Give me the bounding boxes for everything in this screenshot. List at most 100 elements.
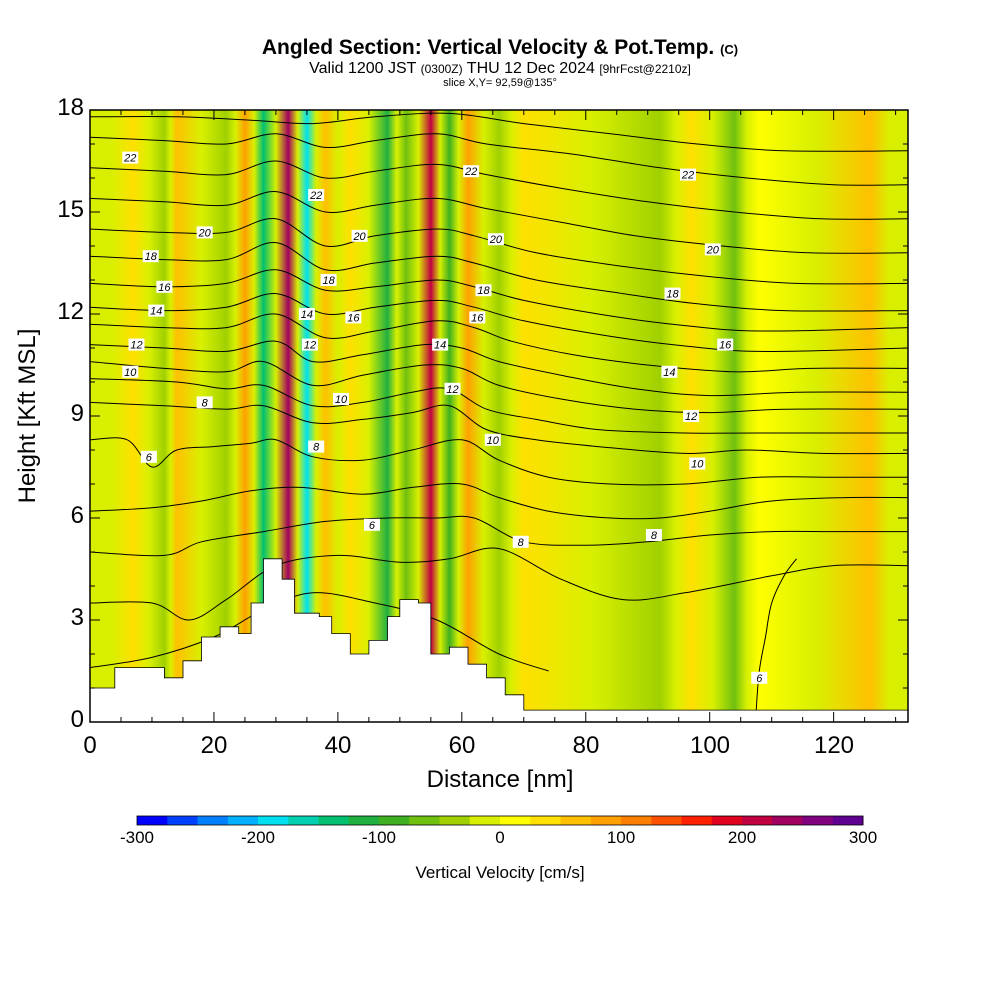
contour-label: 8 — [518, 537, 525, 549]
colorbar-swatch — [379, 816, 410, 825]
contour-label: 8 — [313, 442, 320, 454]
contour-label-bg — [661, 365, 678, 378]
valid-date: THU 12 Dec 2024 — [466, 60, 595, 77]
colorbar-swatch — [772, 816, 803, 825]
contour-label: 12 — [685, 411, 697, 423]
colorbar-swatch — [500, 816, 531, 825]
colorbar-swatch — [802, 816, 834, 825]
contour-label: 8 — [651, 530, 658, 542]
x-tick-label: 40 — [324, 732, 352, 759]
colorbar-swatch — [651, 816, 682, 825]
contour-label: 8 — [202, 397, 209, 409]
colorbar-swatch — [197, 816, 229, 825]
contour-label: 14 — [434, 340, 446, 352]
colorbar-swatch — [530, 816, 561, 825]
x-tick-label: 100 — [689, 732, 731, 759]
pot-temp-contour — [90, 313, 908, 373]
contour-label: 6 — [756, 673, 763, 685]
contour-label-bg — [512, 535, 529, 548]
contour-label-bg — [689, 457, 706, 470]
colorbar-tick-label: 300 — [848, 828, 878, 847]
contour-label-bg — [140, 450, 157, 463]
contour-label: 14 — [150, 306, 162, 318]
colorbar-tick-label: 100 — [606, 828, 636, 847]
contour-label: 20 — [352, 231, 366, 243]
pot-temp-contour — [90, 242, 908, 312]
colorbar-swatch — [288, 816, 319, 825]
contour-label-bg — [308, 440, 325, 453]
contour-label-bg — [683, 410, 700, 422]
colorbar-swatch — [711, 816, 743, 825]
contour-label-bg — [475, 284, 492, 297]
contour-label-bg — [363, 518, 380, 531]
x-tick-label: 120 — [813, 732, 855, 759]
contour-label-bg — [664, 287, 681, 300]
y-axis-label: Height [Kft MSL] — [14, 328, 41, 504]
contour-label-bg — [320, 274, 337, 286]
colorbar-swatch — [318, 816, 350, 825]
chart-title-suffix: (C) — [720, 42, 739, 57]
contour-label: 16 — [719, 340, 732, 352]
colorbar-tick-label: 0 — [495, 828, 505, 847]
slice-info: slice X,Y= 92,59@135° — [443, 77, 557, 89]
contour-label-bg — [196, 226, 213, 239]
pot-temp-contours — [90, 112, 908, 711]
contour-label: 20 — [489, 234, 503, 246]
contour-label-bg — [156, 280, 173, 293]
colorbar-tick-label: -300 — [119, 828, 155, 847]
contour-label-bg — [717, 338, 734, 351]
contour-label-bg — [680, 168, 697, 181]
contour-label: 6 — [146, 452, 153, 464]
contour-label-bg — [308, 189, 325, 201]
contour-label: 18 — [322, 275, 335, 287]
contour-label: 18 — [477, 285, 490, 297]
colorbar-swatch — [469, 816, 501, 825]
colorbar-swatch — [742, 816, 773, 825]
chart-title: Angled Section: Vertical Velocity & Pot.… — [0, 36, 1000, 60]
colorbar-swatch — [348, 816, 380, 825]
pot-temp-contour — [90, 133, 908, 186]
pot-temp-contour — [90, 437, 908, 486]
colorbar-label: Vertical Velocity [cm/s] — [415, 863, 585, 882]
contour-label: 10 — [487, 435, 500, 447]
contour-label: 22 — [464, 166, 477, 178]
colorbar-swatch — [832, 816, 864, 825]
contour-label-bg — [122, 365, 139, 378]
contour-label: 12 — [446, 384, 458, 396]
colorbar-swatch — [681, 816, 713, 825]
contour-label: 14 — [301, 309, 313, 321]
contour-label: 12 — [304, 340, 316, 352]
pot-temp-contour — [90, 483, 908, 520]
colorbar-frame — [136, 815, 864, 826]
x-tick-label: 60 — [448, 732, 476, 759]
y-tick-label: 6 — [70, 502, 84, 529]
chart-subtitle: Valid 1200 JST (0300Z) THU 12 Dec 2024 [… — [0, 60, 1000, 78]
velocity-field — [90, 110, 908, 722]
contour-label: 22 — [681, 170, 694, 182]
colorbar-swatch — [409, 816, 440, 825]
contour-label-bg — [301, 338, 318, 351]
valid-utc: (0300Z) — [420, 62, 463, 76]
contour-label-bg — [432, 338, 449, 351]
y-tick-label: 9 — [70, 400, 84, 427]
colorbar-swatch — [167, 816, 198, 825]
x-axis-label: Distance [nm] — [426, 766, 574, 793]
axis-ticks — [89, 109, 908, 723]
contour-label-bg — [487, 233, 504, 246]
y-tick-label: 12 — [57, 298, 84, 325]
pot-temp-contour — [90, 112, 908, 152]
pot-temp-contour — [90, 191, 908, 254]
contour-label: 22 — [309, 190, 322, 202]
y-tick-label: 18 — [57, 94, 84, 121]
pot-temp-contour — [90, 218, 908, 285]
contour-label-bg — [298, 308, 315, 320]
contour-label: 20 — [706, 244, 720, 256]
x-tick-label: 80 — [572, 732, 600, 759]
contour-label-bg — [469, 311, 486, 324]
pot-temp-contour — [90, 340, 908, 397]
y-tick-label: 3 — [70, 604, 84, 631]
contour-label: 20 — [198, 227, 212, 239]
contour-label: 16 — [471, 312, 484, 324]
chart-title-main: Angled Section: Vertical Velocity & Pot.… — [261, 36, 715, 59]
pot-temp-contour — [90, 515, 908, 557]
